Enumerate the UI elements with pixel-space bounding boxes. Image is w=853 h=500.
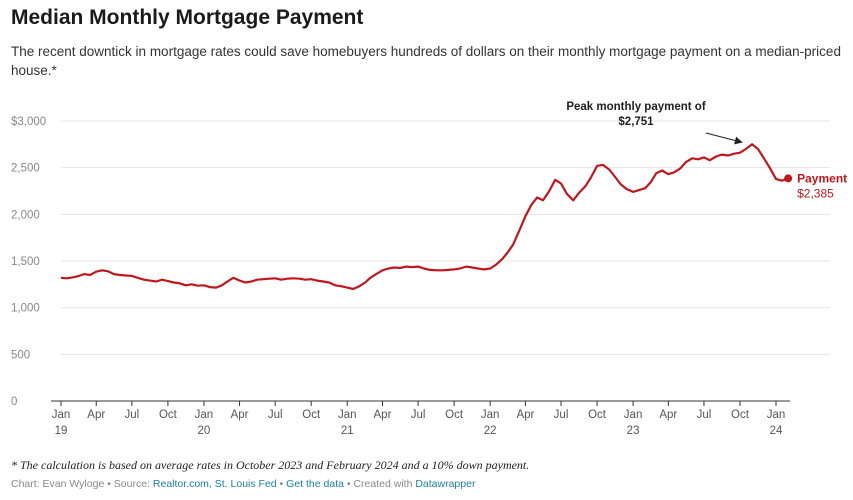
y-tick-label: 2,500 xyxy=(11,163,40,175)
x-tick-year-label: 19 xyxy=(55,425,68,437)
credit-created-with: • Created with xyxy=(343,478,416,490)
x-tick-label: Apr xyxy=(374,409,392,421)
chart-subtitle: The recent downtick in mortgage rates co… xyxy=(11,44,841,78)
annotation-text: Peak monthly payment of xyxy=(566,101,705,113)
annotation-value: $2,751 xyxy=(618,116,654,128)
credit-text: Chart: Evan Wyloge • Source: xyxy=(11,478,153,490)
x-tick-label: Jan xyxy=(195,409,214,421)
y-tick-label: 1,000 xyxy=(11,303,40,315)
x-tick-label: Oct xyxy=(302,409,321,421)
x-tick-label: Jul xyxy=(268,409,283,421)
datawrapper-link[interactable]: Datawrapper xyxy=(415,478,476,490)
x-tick-label: Apr xyxy=(87,409,105,421)
credit-separator: • xyxy=(276,478,287,490)
y-tick-label: 0 xyxy=(11,396,17,408)
series-line-payment xyxy=(60,143,789,291)
series-name-label: Payment xyxy=(797,171,847,185)
x-tick-label: Oct xyxy=(588,409,607,421)
x-tick-label: Oct xyxy=(445,409,464,421)
x-tick-label: Jan xyxy=(52,409,71,421)
y-tick-label: 500 xyxy=(11,349,30,361)
get-data-link[interactable]: Get the data xyxy=(286,478,344,490)
x-axis: Jan 19 Apr Jul Oct Jan 20 Apr Jul Oct Jan 21 Apr Jul O… xyxy=(52,401,786,437)
credits: Chart: Evan Wyloge • Source: Realtor.com… xyxy=(11,478,475,490)
x-tick-label: Jan xyxy=(481,409,500,421)
x-tick-label: Oct xyxy=(159,409,178,421)
gridlines xyxy=(51,120,830,402)
y-tick-label: $3,000 xyxy=(11,116,46,128)
chart-title: Median Monthly Mortgage Payment xyxy=(11,6,364,29)
x-tick-label: Oct xyxy=(731,409,750,421)
series-end-value-label: $2,385 xyxy=(797,186,834,200)
y-tick-label: 1,500 xyxy=(11,256,40,268)
x-tick-year-label: 24 xyxy=(770,425,783,437)
x-tick-label: Jul xyxy=(411,409,426,421)
series-layer: Payment$2,385 xyxy=(60,143,847,291)
x-tick-label: Apr xyxy=(516,409,534,421)
y-axis: 0 500 1,000 1,500 2,000 2,500 $3,000 xyxy=(11,116,46,408)
annotation-arrow xyxy=(705,132,743,145)
x-tick-year-label: 22 xyxy=(484,425,497,437)
series-end-point xyxy=(784,174,793,183)
x-tick-label: Jul xyxy=(697,409,712,421)
x-tick-year-label: 20 xyxy=(198,425,211,437)
source-link[interactable]: Realtor.com, St. Louis Fed xyxy=(152,478,277,490)
annotation-layer: Peak monthly payment of $2,751 xyxy=(566,101,743,145)
x-tick-label: Jan xyxy=(624,409,643,421)
x-tick-year-label: 21 xyxy=(341,425,354,437)
x-tick-label: Jan xyxy=(338,409,357,421)
x-tick-label: Jul xyxy=(554,409,569,421)
x-tick-label: Jan xyxy=(767,409,786,421)
x-tick-label: Jul xyxy=(125,409,140,421)
x-tick-label: Apr xyxy=(659,409,677,421)
y-tick-label: 2,000 xyxy=(11,209,40,221)
x-tick-label: Apr xyxy=(231,409,249,421)
footnote: * The calculation is based on average ra… xyxy=(11,458,530,472)
x-tick-year-label: 23 xyxy=(627,425,640,437)
